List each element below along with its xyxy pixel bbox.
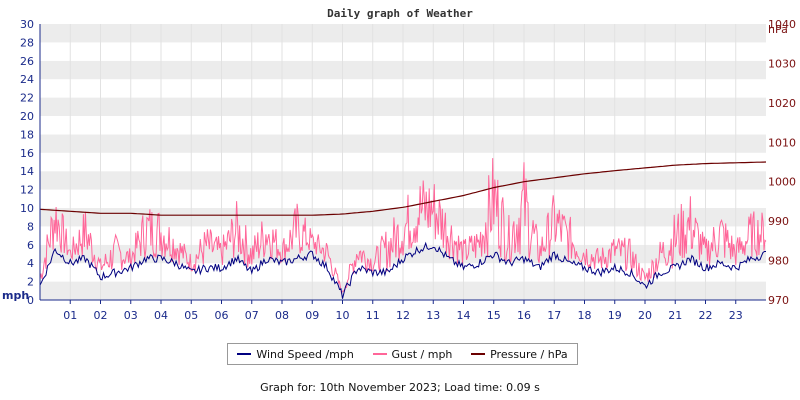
left-tick-label: 14 xyxy=(20,165,34,178)
chart-legend: Wind Speed /mph Gust / mph Pressure / hP… xyxy=(227,343,578,365)
wind-speed-series xyxy=(39,241,766,299)
right-tick-label: 1020 xyxy=(768,97,796,110)
gust-line xyxy=(39,158,767,295)
left-tick-label: 24 xyxy=(20,73,34,86)
x-tick-label: 10 xyxy=(336,309,350,322)
left-tick-label: 28 xyxy=(20,36,34,49)
x-tick-label: 07 xyxy=(245,309,259,322)
left-tick-label: 10 xyxy=(20,202,34,215)
x-tick-label: 12 xyxy=(396,309,410,322)
right-tick-label: 1040 xyxy=(768,18,796,31)
left-tick-label: 8 xyxy=(27,220,34,233)
legend-swatch-wind xyxy=(237,353,252,355)
left-tick-label: 26 xyxy=(20,55,34,68)
legend-swatch-gust xyxy=(372,353,387,355)
x-tick-label: 21 xyxy=(668,309,682,322)
x-tick-label: 06 xyxy=(215,309,229,322)
legend-item-wind: Wind Speed /mph xyxy=(237,348,354,361)
left-axis-unit: mph xyxy=(2,289,29,302)
legend-item-pressure: Pressure / hPa xyxy=(471,348,568,361)
left-tick-label: 18 xyxy=(20,128,34,141)
x-tick-label: 13 xyxy=(426,309,440,322)
legend-label-pressure: Pressure / hPa xyxy=(490,347,568,361)
x-tick-label: 17 xyxy=(547,309,561,322)
legend-item-gust: Gust / mph xyxy=(372,347,453,361)
gust-series xyxy=(39,158,767,295)
grid-bands xyxy=(40,24,766,300)
left-tick-label: 20 xyxy=(20,110,34,123)
left-tick-label: 6 xyxy=(27,239,34,252)
x-tick-label: 19 xyxy=(608,309,622,322)
right-tick-label: 1000 xyxy=(768,176,796,189)
x-tick-label: 02 xyxy=(94,309,108,322)
x-tick-label: 15 xyxy=(487,309,501,322)
x-tick-label: 08 xyxy=(275,309,289,322)
right-tick-label: 1030 xyxy=(768,57,796,70)
legend-label-wind: Wind Speed /mph xyxy=(256,347,354,361)
pressure-series xyxy=(39,161,767,216)
chart-title: Daily graph of Weather xyxy=(327,7,473,20)
left-tick-label: 22 xyxy=(20,92,34,105)
right-tick-label: 970 xyxy=(768,294,789,307)
left-tick-label: 16 xyxy=(20,147,34,160)
x-tick-label: 01 xyxy=(63,309,77,322)
legend-label-gust: Gust / mph xyxy=(391,347,453,361)
right-axis-ticks: 970 980 990 1000 1010 1020 1030 1040 xyxy=(768,18,796,307)
x-tick-label: 09 xyxy=(305,309,319,322)
x-axis-ticks: 01 02 03 04 05 06 07 08 09 10 11 12 13 14 15 16 17 18 19 20… xyxy=(63,300,743,322)
right-tick-label: 1010 xyxy=(768,136,796,149)
x-tick-label: 14 xyxy=(457,309,471,322)
x-tick-label: 22 xyxy=(699,309,713,322)
footer-text: Graph for: 10th November 2023; Load time… xyxy=(260,381,540,394)
legend-swatch-pressure xyxy=(471,353,486,355)
x-tick-label: 03 xyxy=(124,309,138,322)
x-tick-label: 16 xyxy=(517,309,531,322)
x-tick-label: 20 xyxy=(638,309,652,322)
left-tick-label: 30 xyxy=(20,18,34,31)
x-tick-label: 18 xyxy=(578,309,592,322)
left-tick-label: 2 xyxy=(27,276,34,289)
right-axis-unit: hPa xyxy=(768,23,788,36)
x-tick-label: 04 xyxy=(154,309,168,322)
x-tick-label: 11 xyxy=(366,309,380,322)
x-tick-label: 05 xyxy=(184,309,198,322)
left-tick-label: 0 xyxy=(27,294,34,307)
left-tick-label: 12 xyxy=(20,184,34,197)
right-tick-label: 990 xyxy=(768,215,789,228)
x-tick-label: 23 xyxy=(729,309,743,322)
left-tick-label: 4 xyxy=(27,257,34,270)
right-tick-label: 980 xyxy=(768,255,789,268)
